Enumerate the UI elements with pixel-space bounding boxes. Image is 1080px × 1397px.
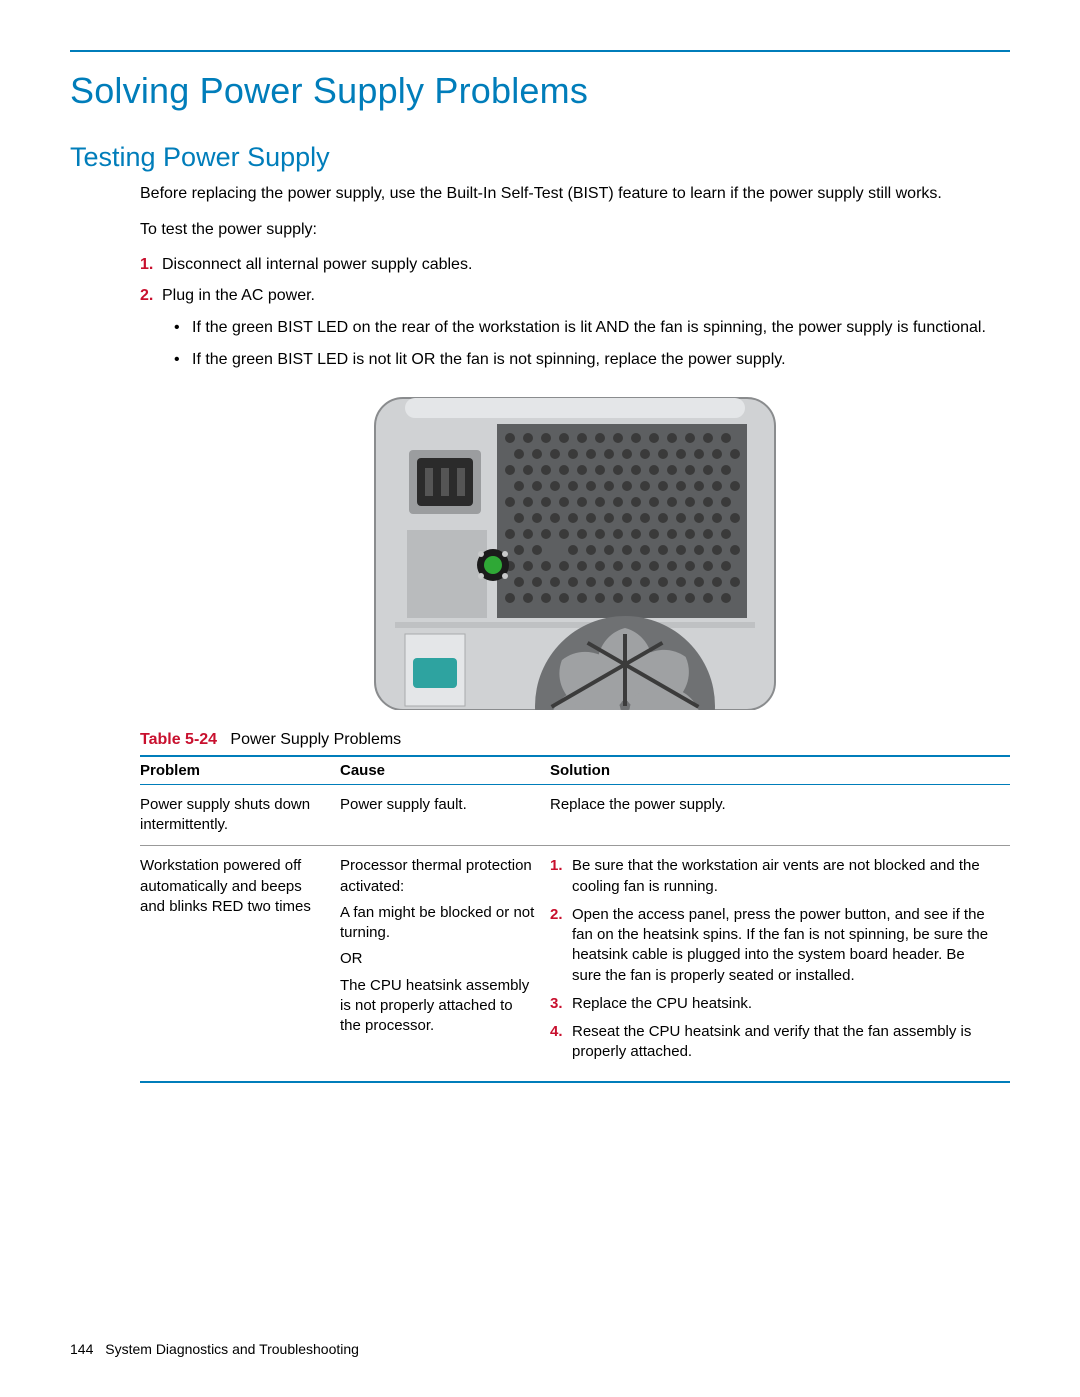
table-caption: Table 5-24 Power Supply Problems <box>140 731 1010 749</box>
step-list: 1. Disconnect all internal power supply … <box>140 254 1010 307</box>
step-item: 2. Plug in the AC power. <box>140 285 1010 307</box>
bullet-list: If the green BIST LED on the rear of the… <box>174 317 1010 372</box>
bullet-item: If the green BIST LED on the rear of the… <box>174 317 1010 339</box>
solution-step-number: 3. <box>550 994 563 1014</box>
cell-solution: Replace the power supply. <box>550 784 1010 846</box>
solution-steps: 1. Be sure that the workstation air vent… <box>550 856 996 1062</box>
cause-line: Processor thermal protection activated: <box>340 856 536 897</box>
page-title: Solving Power Supply Problems <box>70 70 1010 112</box>
cause-line: The CPU heatsink assembly is not properl… <box>340 976 536 1037</box>
top-rule <box>70 50 1010 52</box>
lead-paragraph: To test the power supply: <box>140 219 1010 241</box>
table-row: Power supply shuts down intermittently. … <box>140 784 1010 846</box>
cell-solution: 1. Be sure that the workstation air vent… <box>550 846 1010 1082</box>
solution-step-text: Be sure that the workstation air vents a… <box>572 857 980 894</box>
solution-step: 3. Replace the CPU heatsink. <box>550 994 996 1014</box>
step-item: 1. Disconnect all internal power supply … <box>140 254 1010 276</box>
solution-step-text: Replace the CPU heatsink. <box>572 995 752 1012</box>
step-text: Plug in the AC power. <box>162 287 315 304</box>
table-title: Power Supply Problems <box>230 731 401 748</box>
subsection-title: Testing Power Supply <box>70 142 1010 173</box>
cause-line: A fan might be blocked or not turning. <box>340 903 536 944</box>
step-text: Disconnect all internal power supply cab… <box>162 256 472 273</box>
cell-problem: Power supply shuts down intermittently. <box>140 784 340 846</box>
solution-step: 2. Open the access panel, press the powe… <box>550 905 996 986</box>
table-label: Table 5-24 <box>140 731 217 748</box>
solution-step-number: 4. <box>550 1022 563 1042</box>
solution-step-text: Open the access panel, press the power b… <box>572 906 988 984</box>
solution-step-number: 2. <box>550 905 563 925</box>
table-header-solution: Solution <box>550 756 1010 785</box>
workstation-rear-svg <box>365 390 785 710</box>
table-row: Workstation powered off automatically an… <box>140 846 1010 1082</box>
step-number: 2. <box>140 285 153 307</box>
solution-step: 1. Be sure that the workstation air vent… <box>550 856 996 897</box>
table-header-problem: Problem <box>140 756 340 785</box>
bullet-item: If the green BIST LED is not lit OR the … <box>174 349 1010 371</box>
page-footer: 144 System Diagnostics and Troubleshooti… <box>70 1341 359 1357</box>
body-content: Before replacing the power supply, use t… <box>140 183 1010 1083</box>
problems-table: Problem Cause Solution Power supply shut… <box>140 755 1010 1083</box>
cell-problem: Workstation powered off automatically an… <box>140 846 340 1082</box>
intro-paragraph: Before replacing the power supply, use t… <box>140 183 1010 205</box>
solution-step: 4. Reseat the CPU heatsink and verify th… <box>550 1022 996 1063</box>
cell-cause: Power supply fault. <box>340 784 550 846</box>
solution-step-text: Reseat the CPU heatsink and verify that … <box>572 1023 971 1060</box>
page-number: 144 <box>70 1341 93 1357</box>
workstation-rear-figure <box>140 390 1010 715</box>
solution-step-number: 1. <box>550 856 563 876</box>
table-header-cause: Cause <box>340 756 550 785</box>
cell-cause: Processor thermal protection activated: … <box>340 846 550 1082</box>
cause-line: OR <box>340 949 536 969</box>
chapter-name: System Diagnostics and Troubleshooting <box>105 1341 359 1357</box>
step-number: 1. <box>140 254 153 276</box>
